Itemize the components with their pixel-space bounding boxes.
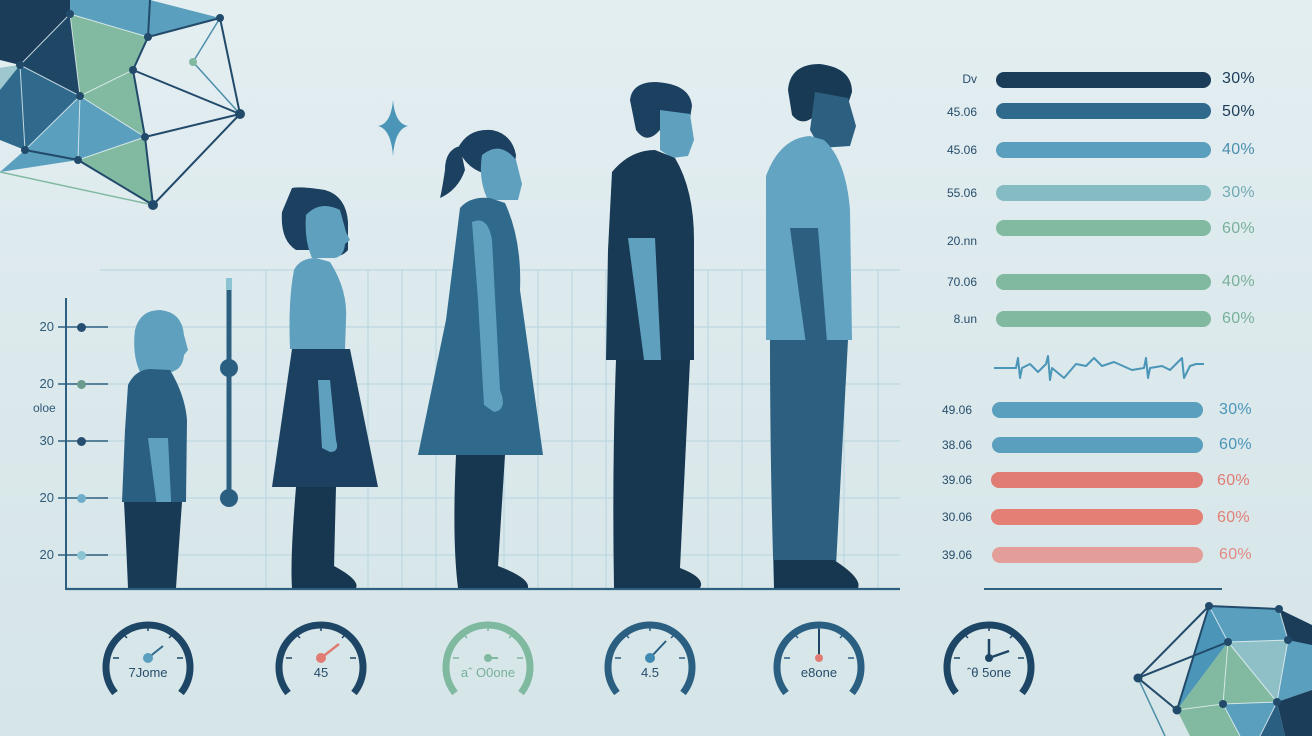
bar-percent: 60%	[1217, 472, 1250, 489]
bar-label: 49.06	[941, 403, 972, 417]
figure-tall-man	[766, 64, 859, 588]
bar	[991, 472, 1203, 488]
heartbeat-line-icon	[994, 355, 1204, 381]
bar-label: 20.nn	[946, 234, 977, 248]
slider-handle-top[interactable]	[220, 359, 238, 377]
bar-label: 70.06	[946, 275, 977, 289]
gauge-label: 45	[313, 665, 329, 680]
bar	[996, 220, 1211, 236]
bar-percent: 60%	[1217, 509, 1250, 526]
bar	[996, 274, 1211, 290]
figures-height-lineup	[122, 64, 859, 588]
tick-label: 30	[39, 433, 54, 448]
bar-label: 30.06	[941, 510, 972, 524]
bar-label: 39.06	[941, 548, 972, 562]
bar-percent: 30%	[1219, 401, 1252, 418]
tick-dot	[77, 323, 86, 332]
gauge-label: aˆ O0one	[460, 665, 516, 680]
tick-dot	[77, 551, 86, 560]
tick-dot	[77, 437, 86, 446]
gauge-icon	[275, 621, 367, 696]
tick-dot	[77, 380, 86, 389]
gauge-icon	[943, 621, 1035, 696]
bar-label: 39.06	[941, 473, 972, 487]
bar-percent: 30%	[1222, 70, 1255, 87]
tick-label: 20	[39, 376, 54, 391]
bar	[992, 402, 1203, 418]
bar	[992, 547, 1203, 563]
figure-woman	[418, 129, 543, 588]
bar	[996, 103, 1211, 119]
bar-label: 45.06	[946, 143, 977, 157]
bar-percent: 50%	[1222, 103, 1255, 120]
bar	[992, 437, 1203, 453]
gauge-icon	[442, 621, 534, 696]
figure-man	[606, 82, 702, 588]
bar-percent: 30%	[1222, 184, 1255, 201]
bar-percent: 40%	[1222, 141, 1255, 158]
polygon-network-bottom-right	[1133, 602, 1312, 736]
bar	[991, 509, 1203, 525]
gauge-label: e8one	[800, 665, 838, 680]
bar-label: 45.06	[946, 105, 977, 119]
gauge-icon	[102, 621, 194, 696]
tick-label: 20	[39, 490, 54, 505]
figure-child	[122, 310, 188, 588]
panel-divider	[984, 588, 1222, 590]
polygon-network-top-left	[0, 0, 245, 210]
gauge-label: 7Jome	[128, 665, 168, 680]
bar-label: 38.06	[941, 438, 972, 452]
sparkle-icon	[378, 100, 408, 156]
bar	[996, 72, 1211, 88]
tick-label: 20	[39, 547, 54, 562]
bar-percent: 60%	[1222, 310, 1255, 327]
bar-label: Dv	[962, 72, 977, 86]
axis-side-label: oloe	[33, 401, 56, 415]
tick-label: 20	[39, 319, 54, 334]
tick-dot	[77, 494, 86, 503]
bar-percent: 60%	[1222, 220, 1255, 237]
bar-label: 8.un	[953, 312, 977, 326]
figure-girl	[272, 187, 378, 588]
gauge-label: 4.5	[640, 665, 660, 680]
gauge-icon	[773, 621, 865, 696]
slider-handle-bottom[interactable]	[220, 489, 238, 507]
bar	[996, 185, 1211, 201]
bar-percent: 60%	[1219, 436, 1252, 453]
bar-percent: 40%	[1222, 273, 1255, 290]
gauge-icon	[604, 621, 696, 696]
bar-label: 55.06	[946, 186, 977, 200]
bar-percent: 60%	[1219, 546, 1252, 563]
bar	[996, 311, 1211, 327]
bar	[996, 142, 1211, 158]
gauge-label: ˆθ 5one	[966, 665, 1012, 680]
